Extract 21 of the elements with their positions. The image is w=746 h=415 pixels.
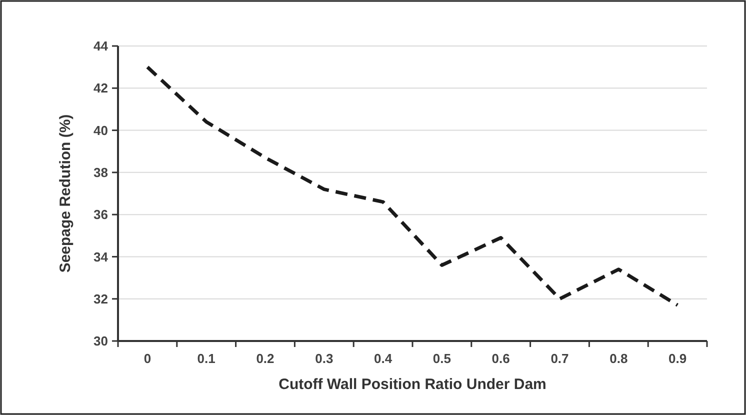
y-tick-label: 34: [94, 249, 109, 264]
y-tick-label: 42: [94, 80, 108, 96]
x-tick-label: 0.2: [256, 351, 274, 366]
x-tick-label: 0: [144, 351, 152, 366]
x-tick-label: 0.8: [610, 351, 628, 366]
y-tick-label: 36: [94, 207, 108, 222]
x-axis-title: Cutoff Wall Position Ratio Under Dam: [278, 376, 546, 393]
y-tick-label: 38: [94, 164, 108, 180]
x-tick-label: 0.3: [315, 351, 334, 366]
y-axis-title: Seepage Redution (%): [57, 114, 74, 273]
y-tick-label: 40: [94, 122, 108, 138]
y-tick-label: 44: [94, 38, 109, 54]
x-tick-label: 0.1: [197, 351, 216, 366]
x-tick-label: 0.4: [374, 351, 393, 366]
x-tick-label: 0.7: [550, 351, 569, 366]
x-tick-label: 0.5: [432, 351, 451, 366]
y-tick-label: 30: [94, 334, 108, 349]
line-series: [146, 65, 680, 307]
x-tick-label: 0.9: [668, 351, 687, 366]
x-tick-label: 0.6: [492, 351, 510, 366]
y-tick-label: 32: [94, 291, 108, 306]
